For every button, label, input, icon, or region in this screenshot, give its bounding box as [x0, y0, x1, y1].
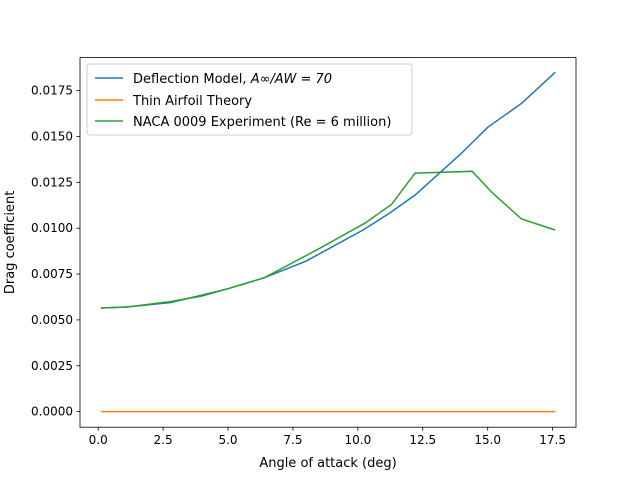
- x-tick-label: 2.5: [154, 433, 173, 447]
- legend: Deflection Model, A∞/AW = 70 Thin Airfoi…: [86, 63, 413, 136]
- y-tick-label: 0.0175: [31, 84, 73, 98]
- y-tick-label: 0.0075: [31, 267, 73, 281]
- x-tick-label: 10.0: [345, 433, 372, 447]
- legend-label-deflection-model: Deflection Model, A∞/AW = 70: [133, 72, 332, 87]
- plot-marks: [100, 71, 556, 413]
- x-tick-label: 12.5: [409, 433, 436, 447]
- x-axis-ticks: 0.0 2.5 5.0 7.5 10.0 12.5 15.0 17.5: [89, 427, 566, 447]
- legend-label-deflection-prefix: Deflection Model,: [133, 72, 251, 87]
- x-tick-label: 17.5: [539, 433, 566, 447]
- x-tick-label: 5.0: [218, 433, 237, 447]
- legend-box: [86, 63, 413, 136]
- legend-label-naca-experiment: NACA 0009 Experiment (Re = 6 million): [133, 115, 391, 130]
- x-axis-label: Angle of attack (deg): [259, 456, 396, 471]
- y-tick-label: 0.0150: [31, 129, 73, 143]
- x-tick-label: 15.0: [474, 433, 501, 447]
- y-tick-label: 0.0025: [31, 359, 73, 373]
- series-line-2: [100, 170, 556, 309]
- y-tick-label: 0.0100: [31, 221, 73, 235]
- legend-label-thin-airfoil: Thin Airfoil Theory: [132, 94, 252, 109]
- x-tick-label: 0.0: [89, 433, 108, 447]
- x-tick-label: 7.5: [283, 433, 302, 447]
- y-tick-label: 0.0000: [31, 405, 73, 419]
- y-axis-label: Drag coefficient: [3, 191, 18, 294]
- y-tick-label: 0.0050: [31, 313, 73, 327]
- y-axis-ticks: 0.0000 0.0025 0.0050 0.0075 0.0100 0.0125 0.01…: [31, 84, 80, 419]
- y-tick-label: 0.0125: [31, 175, 73, 189]
- legend-label-deflection-math: A∞/AW = 70: [250, 72, 332, 87]
- axes-frame: [79, 57, 577, 428]
